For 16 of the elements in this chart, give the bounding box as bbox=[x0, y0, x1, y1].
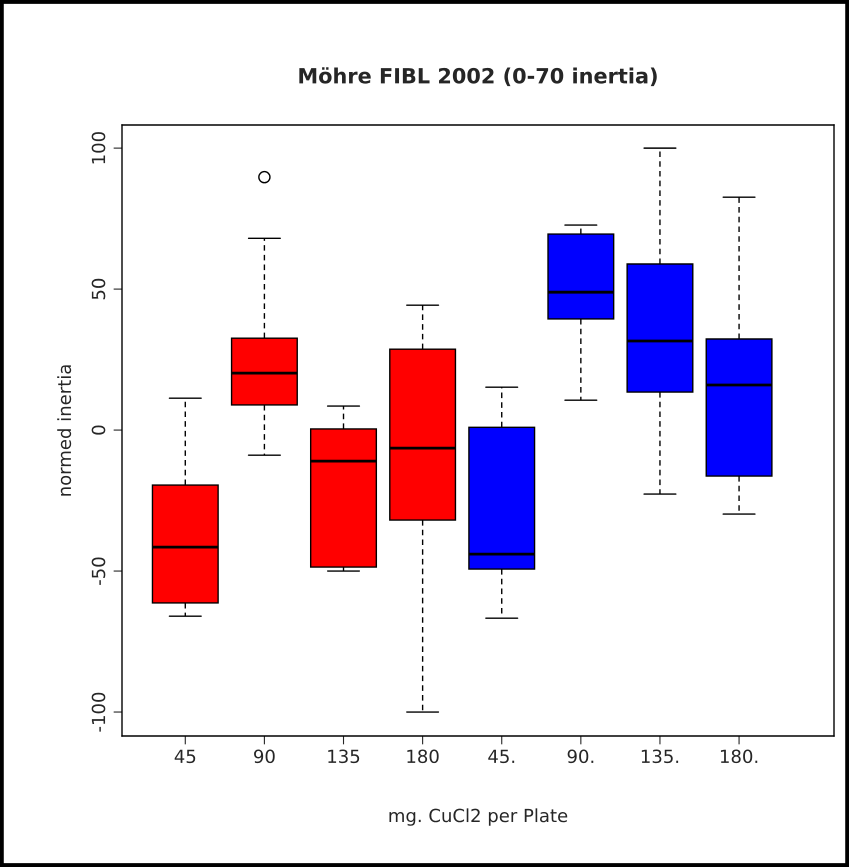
x-tick-label: 45 bbox=[174, 750, 196, 764]
y-tick-label: 50 bbox=[92, 278, 106, 300]
x-tick-label: 180. bbox=[720, 750, 758, 764]
x-tick-label: 135. bbox=[642, 750, 678, 764]
x-tick-label: 135 bbox=[328, 750, 360, 764]
y-tick-label: 100 bbox=[92, 132, 106, 164]
x-tick-label: 90 bbox=[254, 750, 275, 764]
y-tick-label: -50 bbox=[92, 558, 106, 585]
x-axis-title: mg. CuCl2 per Plate bbox=[389, 808, 568, 826]
chart-title: Möhre FIBL 2002 (0-70 inertia) bbox=[299, 67, 657, 86]
x-tick-label: 90. bbox=[568, 750, 594, 764]
y-axis-title: normed inertia bbox=[57, 365, 72, 496]
x-tick-label: 45. bbox=[488, 750, 514, 764]
x-tick-label: 180 bbox=[407, 750, 439, 764]
y-tick-label: -100 bbox=[92, 692, 106, 732]
y-tick-label: 0 bbox=[92, 426, 106, 435]
